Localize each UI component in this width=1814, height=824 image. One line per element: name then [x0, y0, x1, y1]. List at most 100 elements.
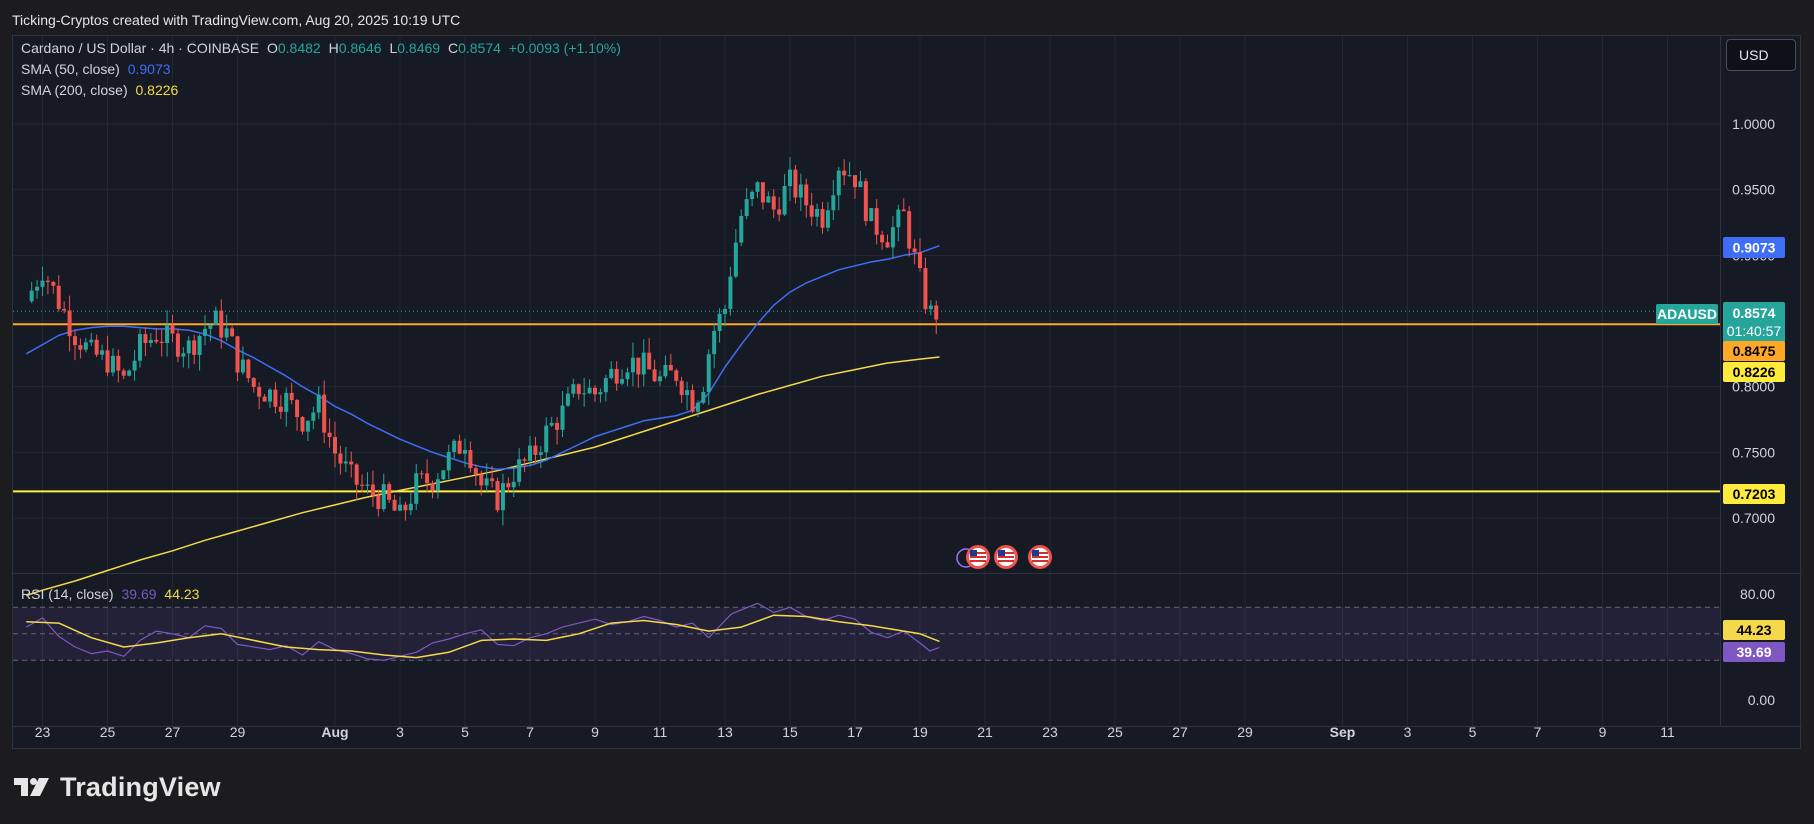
candle-body: [793, 169, 798, 198]
candle-body: [251, 378, 256, 388]
candle-body: [620, 379, 625, 384]
price-axis[interactable]: 1.00000.95000.90000.85000.80000.75000.70…: [1732, 116, 1775, 526]
candle-body: [121, 370, 126, 376]
candle-body: [901, 209, 906, 212]
candle-body: [300, 416, 305, 432]
candle-body: [679, 380, 684, 396]
time-axis[interactable]: 23 25 27 29 Aug 3 5 7 9 11 13 15 17 19 21 23 25 27 29 Sep 3 5…: [35, 724, 1675, 740]
candle-body: [880, 234, 885, 243]
countdown-badge: 01:40:57: [1727, 323, 1782, 339]
rsi-ma-badge-bg: [1723, 620, 1785, 640]
candle-body: [430, 483, 435, 491]
candle-body: [652, 369, 657, 382]
rsi-badge: 39.69: [1736, 644, 1771, 660]
candle-body: [387, 484, 392, 500]
candle-body: [912, 248, 917, 253]
time-tick-label: 21: [977, 724, 993, 740]
candle-body: [197, 335, 202, 355]
candle-body: [755, 182, 760, 192]
candle-body: [593, 387, 597, 395]
candle-body: [100, 350, 105, 355]
candle-body: [538, 452, 543, 455]
time-tick-label: 23: [1042, 724, 1058, 740]
candle-body: [896, 209, 901, 228]
rsi-legend[interactable]: RSI (14, close) 39.69 44.23: [21, 586, 203, 602]
candle-body: [544, 425, 549, 453]
support-badge: 0.7203: [1733, 486, 1776, 502]
candle-body: [777, 209, 782, 215]
candle-body: [863, 181, 868, 222]
candle-body: [165, 324, 170, 343]
chart-panel[interactable]: 1.00000.95000.90000.85000.80000.75000.70…: [12, 35, 1802, 750]
resistance-badge: 0.8475: [1733, 343, 1776, 359]
rsi-bands: [13, 606, 1720, 661]
candle-body: [398, 504, 402, 511]
currency-button[interactable]: USD: [1726, 39, 1796, 71]
candle-body: [490, 478, 495, 482]
candle-body: [484, 478, 489, 486]
time-tick-label: 25: [100, 724, 116, 740]
candle-body: [186, 340, 191, 354]
brand-name: TradingView: [60, 771, 221, 802]
moving-averages: [25, 244, 940, 597]
sma50-label: SMA (50, close): [21, 61, 120, 77]
candle-body: [587, 387, 592, 394]
rsi-axis[interactable]: 80.00 0.00: [1740, 586, 1775, 708]
sma200-legend[interactable]: SMA (200, close) 0.8226: [21, 82, 182, 98]
candle-body: [804, 184, 809, 206]
time-tick-label: 7: [526, 724, 534, 740]
candle-body: [825, 210, 830, 228]
horizontal-levels[interactable]: [13, 310, 1720, 493]
candlesticks[interactable]: [29, 157, 939, 526]
candle-body: [446, 451, 451, 471]
candle-body: [154, 339, 159, 342]
candle-body: [809, 205, 814, 217]
candle-body: [468, 449, 473, 469]
candle-body: [403, 504, 408, 511]
price-badge-bg: [1723, 302, 1785, 343]
chart-credit: Ticking-Cryptos created with TradingView…: [12, 12, 461, 28]
symbol-label[interactable]: Cardano / US Dollar · 4h · COINBASE: [21, 40, 260, 56]
time-tick-label: 9: [591, 724, 599, 740]
rsi-tick-label: 80.00: [1740, 586, 1775, 602]
candle-body: [73, 336, 77, 346]
rsi-ma-line: [26, 614, 940, 659]
flag-canton: [998, 550, 1005, 556]
sma200-value: 0.8226: [135, 82, 179, 98]
candle-body: [78, 345, 83, 350]
candle-body: [40, 280, 45, 287]
candle-body: [110, 355, 115, 373]
time-tick-label: 17: [847, 724, 863, 740]
ticker-badge: ADAUSD: [1657, 306, 1717, 322]
candle-body: [528, 445, 532, 461]
grid-lines: [13, 36, 1802, 727]
candle-body: [278, 406, 283, 412]
time-tick-label: Aug: [321, 724, 348, 740]
candle-body: [305, 420, 310, 432]
candle-body: [235, 336, 240, 373]
candle-body: [322, 394, 327, 433]
candle-body: [771, 196, 776, 210]
chart-canvas[interactable]: 1.00000.95000.90000.85000.80000.75000.70…: [13, 36, 1802, 750]
time-tick-label: 5: [1469, 724, 1477, 740]
candle-body: [647, 352, 652, 370]
candle-body: [717, 313, 722, 331]
event-markers[interactable]: [956, 545, 1052, 569]
candle-body: [94, 339, 99, 355]
time-tick-label: 11: [1660, 724, 1675, 740]
sma50-legend[interactable]: SMA (50, close) 0.9073: [21, 61, 175, 77]
sma50-line: [25, 244, 940, 471]
candle-body: [349, 461, 354, 465]
candle-body: [203, 328, 207, 336]
candle-body: [614, 368, 619, 384]
candle-body: [273, 389, 278, 407]
time-tick-label: 7: [1534, 724, 1542, 740]
candle-body: [918, 252, 922, 269]
time-tick-label: 9: [1599, 724, 1607, 740]
candle-body: [853, 175, 857, 188]
candle-body: [928, 305, 933, 310]
candle-body: [473, 468, 478, 475]
candle-body: [408, 503, 413, 511]
footer-brand[interactable]: TradingView: [12, 770, 221, 804]
time-tick-label: 3: [1404, 724, 1412, 740]
